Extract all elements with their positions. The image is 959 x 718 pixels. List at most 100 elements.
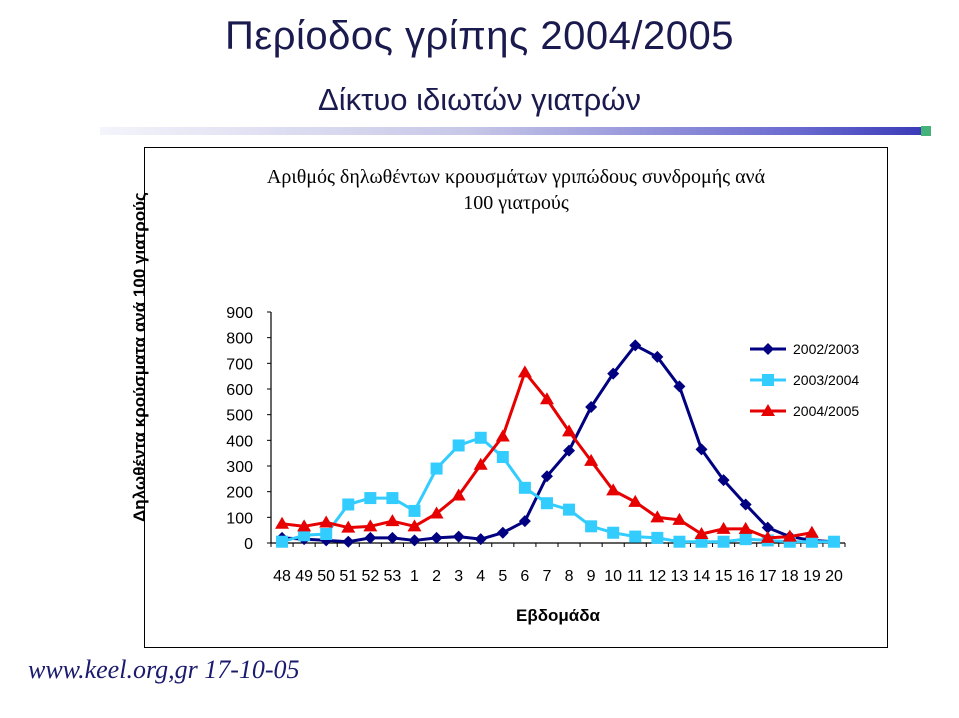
x-tick-label: 10 bbox=[604, 568, 622, 585]
series-point-2004-2005 bbox=[584, 453, 599, 466]
series-point-2003-2004 bbox=[276, 535, 289, 548]
x-tick-label: 7 bbox=[543, 568, 552, 585]
x-tick-label: 4 bbox=[476, 568, 485, 585]
y-tick-label: 0 bbox=[244, 536, 253, 553]
y-tick-label: 300 bbox=[226, 459, 253, 476]
x-tick-label: 14 bbox=[693, 568, 711, 585]
series-point-2004-2005 bbox=[297, 519, 312, 532]
series-point-2002-2003 bbox=[452, 530, 465, 543]
x-tick-label: 51 bbox=[339, 568, 357, 585]
decorative-bar bbox=[100, 127, 921, 135]
series-point-2003-2004 bbox=[298, 529, 311, 542]
series-point-2004-2005 bbox=[628, 494, 643, 507]
slide-title: Περίοδος γρίπης 2004/2005 bbox=[225, 14, 734, 58]
x-tick-label: 9 bbox=[587, 568, 596, 585]
chart-title-line2: 100 γιατρούς bbox=[463, 192, 569, 214]
chart-title-line1: Αριθμός δηλωθέντων κρουσμάτων γριπώδους … bbox=[266, 166, 766, 188]
x-tick-label: 2 bbox=[432, 568, 441, 585]
x-tick-label: 11 bbox=[627, 568, 644, 585]
decorative-square bbox=[921, 126, 931, 136]
series-point-2003-2004 bbox=[673, 535, 686, 548]
series-point-2004-2005 bbox=[517, 365, 532, 378]
chart-title: Αριθμός δηλωθέντων κρουσμάτων γριπώδους … bbox=[144, 164, 888, 216]
series-point-2004-2005 bbox=[429, 506, 444, 519]
series-point-2003-2004 bbox=[651, 531, 664, 544]
series-point-2003-2004 bbox=[607, 526, 620, 539]
series-point-2002-2003 bbox=[518, 515, 531, 528]
y-tick-label: 900 bbox=[226, 305, 253, 322]
y-tick-label: 100 bbox=[226, 510, 253, 527]
y-tick-label: 700 bbox=[226, 356, 253, 373]
series-point-2003-2004 bbox=[474, 431, 487, 444]
series-point-2003-2004 bbox=[518, 481, 531, 494]
series-point-2003-2004 bbox=[496, 451, 509, 464]
x-tick-label: 3 bbox=[454, 568, 463, 585]
series-point-2002-2003 bbox=[629, 339, 642, 352]
series-point-2004-2005 bbox=[539, 392, 554, 405]
x-tick-label: 53 bbox=[384, 568, 402, 585]
series-point-2004-2005 bbox=[319, 515, 334, 528]
series-point-2002-2003 bbox=[496, 526, 509, 539]
series-point-2004-2005 bbox=[606, 483, 621, 496]
x-axis-label: Εβδομάδα bbox=[516, 606, 601, 625]
series-point-2003-2004 bbox=[739, 533, 752, 546]
series-point-2003-2004 bbox=[342, 498, 355, 511]
series-point-2004-2005 bbox=[760, 530, 775, 543]
series-point-2002-2003 bbox=[540, 470, 553, 483]
series-point-2003-2004 bbox=[717, 535, 730, 548]
series-point-2004-2005 bbox=[804, 525, 819, 538]
series-point-2004-2005 bbox=[451, 488, 466, 501]
x-tick-label: 49 bbox=[295, 568, 313, 585]
series-point-2003-2004 bbox=[805, 535, 818, 548]
series-point-2002-2003 bbox=[585, 400, 598, 413]
y-tick-label: 400 bbox=[226, 433, 253, 450]
slide-subtitle: Δίκτυο ιδιωτών γιατρών bbox=[318, 82, 641, 117]
series-point-2002-2003 bbox=[761, 521, 774, 534]
series-point-2004-2005 bbox=[473, 457, 488, 470]
series-point-2004-2005 bbox=[341, 520, 356, 533]
series-point-2002-2003 bbox=[364, 531, 377, 544]
x-tick-label: 15 bbox=[715, 568, 733, 585]
x-tick-label: 5 bbox=[498, 568, 507, 585]
x-tick-label: 18 bbox=[781, 568, 799, 585]
x-tick-label: 6 bbox=[520, 568, 529, 585]
footer-credit: www.keel.org,gr 17-10-05 bbox=[28, 655, 300, 684]
x-tick-label: 52 bbox=[361, 568, 379, 585]
series-point-2002-2003 bbox=[695, 443, 708, 456]
legend-label: 2003/2004 bbox=[793, 372, 859, 388]
series-point-2004-2005 bbox=[275, 516, 290, 529]
y-tick-label: 200 bbox=[226, 485, 253, 502]
legend-label: 2002/2003 bbox=[793, 341, 859, 357]
series-point-2003-2004 bbox=[585, 520, 598, 533]
x-tick-label: 1 bbox=[410, 568, 419, 585]
x-tick-label: 13 bbox=[671, 568, 689, 585]
series-point-2002-2003 bbox=[474, 533, 487, 546]
x-tick-label: 12 bbox=[648, 568, 666, 585]
series-point-2004-2005 bbox=[407, 519, 422, 532]
y-tick-label: 600 bbox=[226, 382, 253, 399]
x-tick-label: 19 bbox=[803, 568, 821, 585]
series-point-2004-2005 bbox=[650, 510, 665, 523]
legend-marker bbox=[762, 374, 774, 386]
legend-label: 2004/2005 bbox=[793, 403, 859, 419]
series-point-2003-2004 bbox=[827, 535, 840, 548]
y-tick-label: 800 bbox=[226, 331, 253, 348]
x-tick-label: 20 bbox=[825, 568, 843, 585]
series-point-2002-2003 bbox=[717, 474, 730, 487]
series-point-2002-2003 bbox=[430, 531, 443, 544]
series-point-2002-2003 bbox=[386, 531, 399, 544]
series-point-2003-2004 bbox=[364, 492, 377, 505]
series-point-2002-2003 bbox=[342, 535, 355, 548]
legend-marker bbox=[762, 343, 774, 355]
series-point-2004-2005 bbox=[385, 514, 400, 527]
series-point-2003-2004 bbox=[408, 504, 421, 517]
series-point-2004-2005 bbox=[782, 529, 797, 542]
series-point-2004-2005 bbox=[562, 424, 577, 437]
series-point-2002-2003 bbox=[408, 534, 421, 547]
x-tick-label: 50 bbox=[317, 568, 335, 585]
series-point-2004-2005 bbox=[694, 527, 709, 540]
series-point-2004-2005 bbox=[495, 429, 510, 442]
series-point-2004-2005 bbox=[672, 512, 687, 525]
series-point-2002-2003 bbox=[563, 444, 576, 457]
